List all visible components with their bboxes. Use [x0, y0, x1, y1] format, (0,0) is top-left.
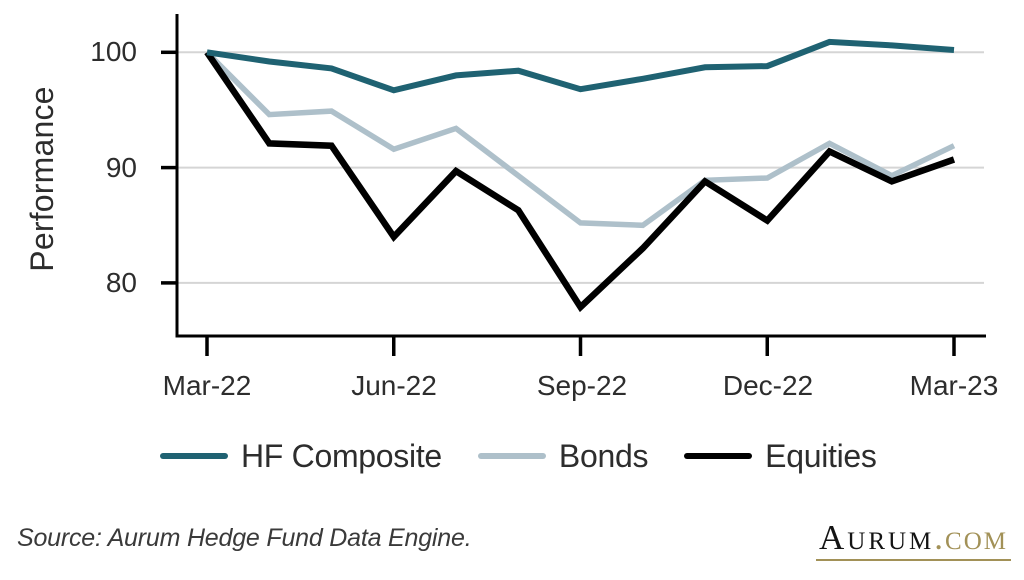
- aurum-logo-wordmark: Aurum: [818, 518, 935, 557]
- aurum-logo: Aurum.com: [815, 518, 1011, 561]
- line-chart-plot-area: [161, 14, 986, 356]
- chart-legend: HF Composite Bonds Equities: [160, 438, 913, 474]
- legend-item-bonds: Bonds: [477, 437, 649, 475]
- x-tick-label-mar22: Mar-22: [162, 370, 252, 401]
- y-tick-label-90: 90: [105, 152, 137, 183]
- x-tick-label-dec22: Dec-22: [722, 370, 814, 401]
- legend-label-equities: Equities: [765, 437, 877, 474]
- series-line-hf-composite: [206, 38, 955, 94]
- legend-label-hf-composite: HF Composite: [241, 437, 442, 474]
- series-line-equities: [204, 50, 956, 313]
- y-tick-label-80: 80: [105, 267, 137, 298]
- legend-label-bonds: Bonds: [558, 437, 649, 474]
- x-tick-label-mar23: Mar-23: [909, 370, 999, 401]
- hf-composite-line-swatch: [160, 453, 228, 459]
- series-line-bonds: [205, 50, 956, 229]
- equities-line-swatch: [684, 453, 753, 459]
- source-attribution: Source: Aurum Hedge Fund Data Engine.: [17, 524, 472, 552]
- legend-item-hf-composite: HF Composite: [160, 438, 442, 475]
- legend-item-equities: Equities: [684, 437, 877, 475]
- aurum-logo-suffix: .com: [934, 518, 1008, 557]
- x-tick-label-sep22: Sep-22: [536, 370, 628, 401]
- bonds-line-swatch: [477, 453, 546, 459]
- y-tick-label-100: 100: [90, 36, 137, 67]
- x-tick-label-jun22: Jun-22: [351, 370, 437, 401]
